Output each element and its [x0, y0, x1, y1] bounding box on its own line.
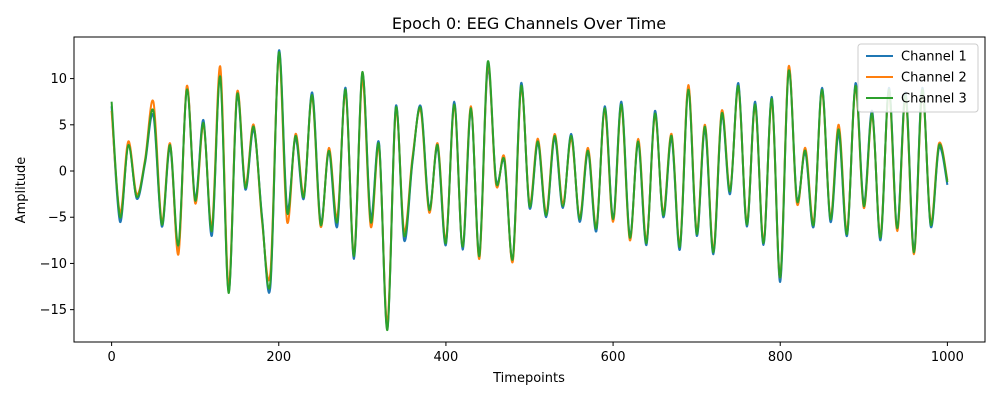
x-axis-label: Timepoints	[492, 371, 565, 386]
x-tick-label: 200	[266, 350, 291, 365]
series-line-channel-3	[110, 51, 949, 332]
x-tick-label: 800	[768, 350, 793, 365]
x-tick-label: 600	[601, 350, 626, 365]
x-tick-label: 400	[434, 350, 459, 365]
y-axis-label: Amplitude	[14, 157, 29, 224]
y-tick-label: 10	[50, 72, 67, 87]
y-tick-label: −15	[40, 303, 67, 318]
y-axis: 10 5 0 −5 −10 −15	[40, 72, 74, 318]
y-tick-label: −5	[48, 211, 67, 226]
legend-entries: Channel 1 Channel 2 Channel 3	[866, 50, 967, 107]
y-tick-label: −10	[40, 257, 67, 272]
legend-box	[857, 43, 979, 113]
legend-label-channel-2: Channel 2	[901, 71, 967, 86]
x-axis: 0 200 400 600 800 1000	[107, 342, 964, 365]
axes-frame	[73, 36, 986, 343]
legend: Channel 1 Channel 2 Channel 3	[857, 43, 979, 113]
plot-lines	[110, 49, 949, 332]
chart-title: Epoch 0: EEG Channels Over Time	[392, 14, 666, 33]
y-tick-label: 0	[59, 165, 67, 180]
x-tick-label: 1000	[931, 350, 964, 365]
legend-label-channel-1: Channel 1	[901, 50, 967, 65]
y-tick-label: 5	[59, 118, 67, 133]
legend-label-channel-3: Channel 3	[901, 92, 967, 107]
x-tick-label: 0	[107, 350, 115, 365]
